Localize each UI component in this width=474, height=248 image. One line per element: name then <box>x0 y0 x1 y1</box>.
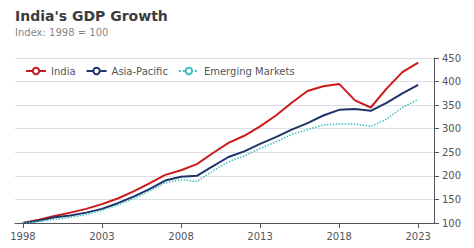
svg-text:150: 150 <box>442 194 461 205</box>
svg-text:Index: 1998 = 100: Index: 1998 = 100 <box>15 27 108 38</box>
svg-text:Asia-Pacific: Asia-Pacific <box>112 66 168 77</box>
svg-text:250: 250 <box>442 147 461 158</box>
svg-text:India: India <box>51 66 76 77</box>
svg-text:400: 400 <box>442 76 461 87</box>
svg-text:Emerging Markets: Emerging Markets <box>204 66 295 77</box>
svg-text:2018: 2018 <box>326 231 351 242</box>
svg-text:India's GDP Growth: India's GDP Growth <box>15 8 168 24</box>
svg-text:350: 350 <box>442 100 461 111</box>
svg-text:300: 300 <box>442 123 461 134</box>
svg-text:1998: 1998 <box>10 231 35 242</box>
svg-text:200: 200 <box>442 170 461 181</box>
svg-text:2008: 2008 <box>168 231 193 242</box>
svg-text:2013: 2013 <box>247 231 272 242</box>
svg-text:100: 100 <box>442 218 461 229</box>
svg-text:2003: 2003 <box>89 231 114 242</box>
svg-text:450: 450 <box>442 53 461 64</box>
svg-text:2023: 2023 <box>405 231 430 242</box>
